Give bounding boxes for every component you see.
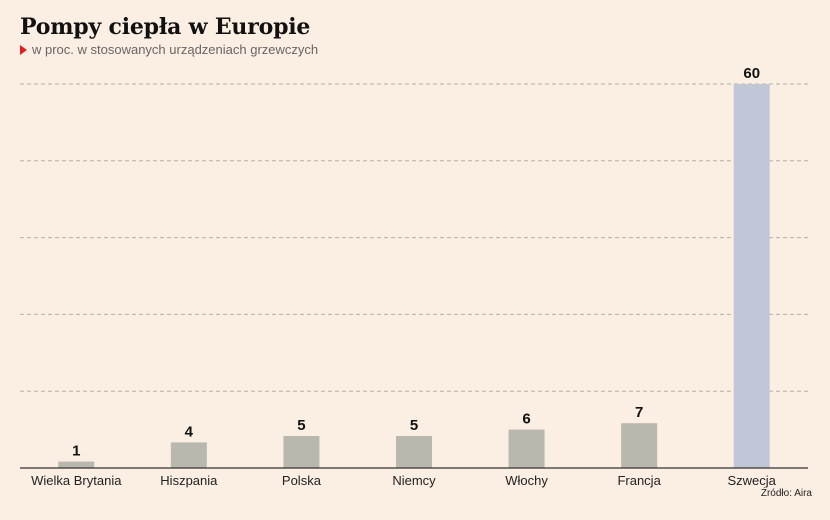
value-label-2: 4 [185,423,194,440]
bar-2 [170,442,207,468]
category-label-1: Wielka Brytania [31,473,122,488]
value-label-7: 60 [743,65,760,82]
source-note: Źródło: Aira [760,488,812,499]
category-label-6: Francja [617,473,661,488]
value-label-1: 1 [72,443,80,460]
bar-3 [283,436,320,468]
chart-subtitle: w proc. w stosowanych urządzeniach grzew… [20,42,318,57]
category-label-2: Hiszpania [160,473,218,488]
category-label-5: Włochy [505,473,548,488]
bar-1 [58,461,95,468]
subtitle-text: w proc. w stosowanych urządzeniach grzew… [32,42,319,57]
chart-title: Pompy ciepła w Europie [20,14,311,40]
category-label-4: Niemcy [392,473,436,488]
value-label-4: 5 [410,417,418,434]
value-label-6: 7 [635,404,643,421]
category-label-3: Polska [282,473,322,488]
triangle-marker-icon [20,44,27,55]
bar-4 [396,436,432,468]
value-label-5: 6 [522,411,530,428]
bar-5 [508,429,545,468]
value-label-3: 5 [297,417,305,434]
category-label-7: Szwecja [728,473,777,488]
bar-6 [621,423,658,468]
bar-7 [733,84,770,468]
